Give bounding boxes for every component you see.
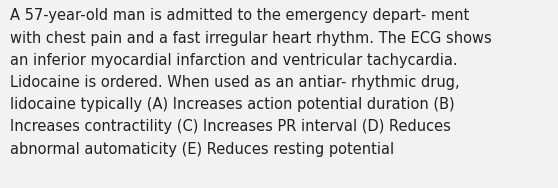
Text: A 57-year-old man is admitted to the emergency depart- ment
with chest pain and : A 57-year-old man is admitted to the eme… <box>10 8 492 157</box>
